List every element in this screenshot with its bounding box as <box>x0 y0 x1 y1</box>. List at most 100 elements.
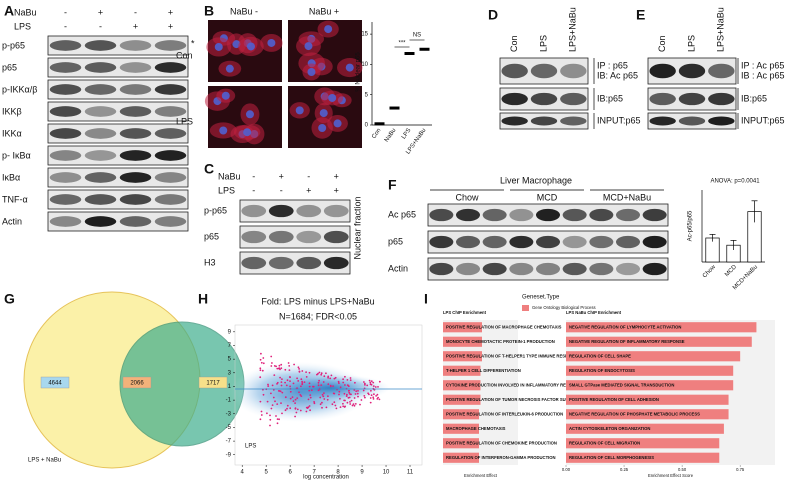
point <box>370 394 373 397</box>
point <box>294 402 296 404</box>
point <box>374 386 377 388</box>
point <box>318 379 320 382</box>
band <box>509 262 534 276</box>
band <box>49 194 82 205</box>
nucleus <box>214 42 223 51</box>
band <box>560 92 587 106</box>
treatment-sign: - <box>64 7 67 17</box>
point <box>338 390 341 393</box>
point <box>321 401 323 404</box>
point <box>349 379 352 382</box>
nucleus <box>267 38 276 47</box>
point <box>332 385 334 387</box>
band <box>241 256 267 270</box>
panel-label: H <box>198 291 208 307</box>
band <box>560 116 587 126</box>
band <box>649 63 676 79</box>
band <box>84 172 117 183</box>
legend-title: Geneset.Type <box>522 295 560 301</box>
annotation: *** <box>398 41 406 47</box>
point <box>327 375 330 378</box>
y-tick-label: 10 <box>361 62 368 68</box>
nucleus <box>225 64 234 73</box>
band <box>119 128 152 139</box>
point <box>281 391 284 394</box>
band <box>119 62 152 73</box>
point <box>322 381 325 383</box>
point <box>372 396 375 399</box>
blot-label: IB: Ac p65 <box>597 70 638 80</box>
point <box>352 403 355 405</box>
point <box>375 395 377 397</box>
band <box>678 92 706 106</box>
blot <box>47 189 189 210</box>
nucleus <box>221 91 230 100</box>
band <box>268 256 294 270</box>
x-tick-label: Con <box>371 128 382 140</box>
bar-label: NEGATIVE REGULATION OF INFLAMMATORY RESP… <box>569 339 685 344</box>
point <box>301 383 304 386</box>
treatment-sign: - <box>64 21 67 31</box>
point <box>343 392 346 395</box>
point <box>363 381 365 383</box>
x-tick-label: 7 <box>312 470 316 476</box>
treatment-sign: + <box>306 185 311 195</box>
point <box>300 385 302 388</box>
lane-label: Con <box>657 35 667 52</box>
point <box>307 398 310 401</box>
count: 1717 <box>206 381 220 387</box>
x-tick-label: 9 <box>360 470 364 476</box>
bar-label: REGULATION OF CELL SHAPE <box>569 353 631 358</box>
point <box>281 378 283 380</box>
bar-label: MONOCYTE CHEMOTACTIC PROTEIN-1 PRODUCTIO… <box>446 339 555 344</box>
point <box>284 381 286 384</box>
band <box>84 84 117 95</box>
point <box>273 365 276 367</box>
band <box>49 172 82 183</box>
band <box>49 84 82 95</box>
band <box>323 230 349 244</box>
point <box>259 400 262 403</box>
y-tick-label: -9 <box>226 452 232 458</box>
treatment-sign: + <box>98 7 103 17</box>
image-row-label: LPS <box>176 116 193 126</box>
blot-label: Actin <box>2 216 22 226</box>
x-tick-label: 4 <box>241 470 245 476</box>
point <box>269 414 271 417</box>
point <box>292 400 295 402</box>
panel-label: A <box>4 3 14 19</box>
band <box>119 40 152 51</box>
band <box>84 106 117 117</box>
blot-label: p65 <box>204 231 219 241</box>
legend-entry: Gene Ontology Biological Process <box>532 305 596 310</box>
point <box>370 380 373 383</box>
point <box>260 352 262 355</box>
point <box>266 400 269 403</box>
blot <box>47 167 189 188</box>
point <box>308 382 311 385</box>
point <box>267 383 269 386</box>
point <box>289 385 291 388</box>
bar-label: REGULATION OF CELL MIGRATION <box>569 440 640 445</box>
point <box>280 367 283 370</box>
group-label: MCD <box>537 192 558 202</box>
band <box>678 116 706 126</box>
bar <box>566 452 720 463</box>
bar <box>443 322 482 333</box>
treatment-sign: - <box>280 185 283 195</box>
point <box>289 407 292 410</box>
point <box>369 401 372 404</box>
x-tick-label: 11 <box>407 470 414 476</box>
point <box>342 378 344 381</box>
point <box>349 377 352 379</box>
point <box>272 396 275 399</box>
point <box>319 396 322 399</box>
blot <box>47 123 189 144</box>
point <box>260 414 263 416</box>
band <box>649 92 676 106</box>
point <box>291 396 294 398</box>
band <box>268 230 294 244</box>
blot-label: p-IKKα/β <box>2 84 37 94</box>
point <box>289 397 292 400</box>
x-tick-label: 6 <box>288 470 292 476</box>
